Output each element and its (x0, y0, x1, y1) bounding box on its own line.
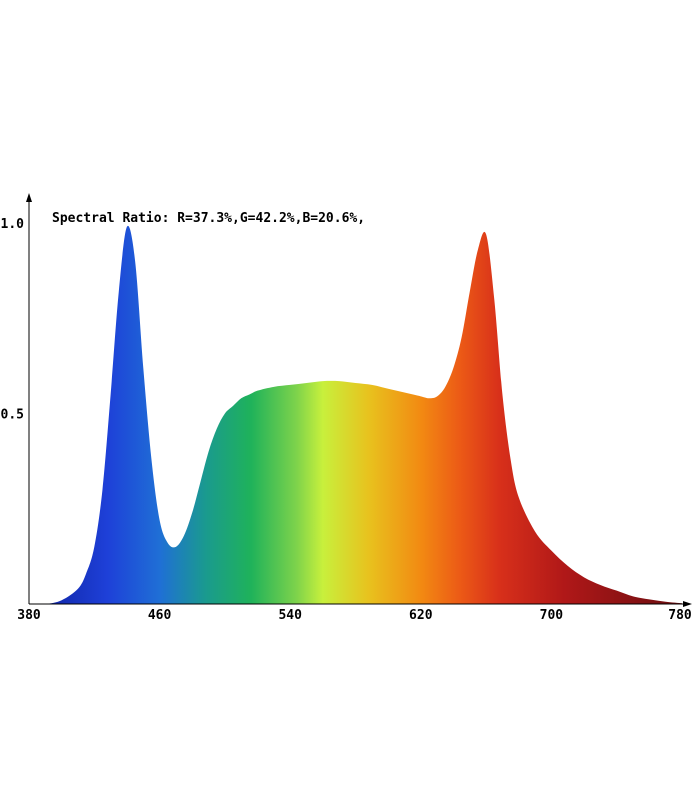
x-tick-label: 700 (540, 608, 564, 623)
spectrum-area (29, 225, 682, 604)
x-tick-label: 460 (148, 608, 172, 623)
x-tick-label: 620 (409, 608, 433, 623)
y-axis-arrow (26, 193, 32, 202)
chart-title: Spectral Ratio: R=37.3%,G=42.2%,B=20.6%, (52, 211, 365, 226)
x-ticks: 380 460 540 620 700 780 (17, 608, 692, 623)
y-tick-label: 1.0 (1, 217, 25, 232)
axes (26, 193, 692, 607)
x-tick-label: 540 (278, 608, 302, 623)
x-tick-label: 380 (17, 608, 41, 623)
x-tick-label: 780 (668, 608, 692, 623)
x-axis-arrow (683, 601, 692, 607)
y-tick-label: 0.5 (1, 408, 24, 423)
y-ticks: 0.5 1.0 (1, 217, 25, 423)
